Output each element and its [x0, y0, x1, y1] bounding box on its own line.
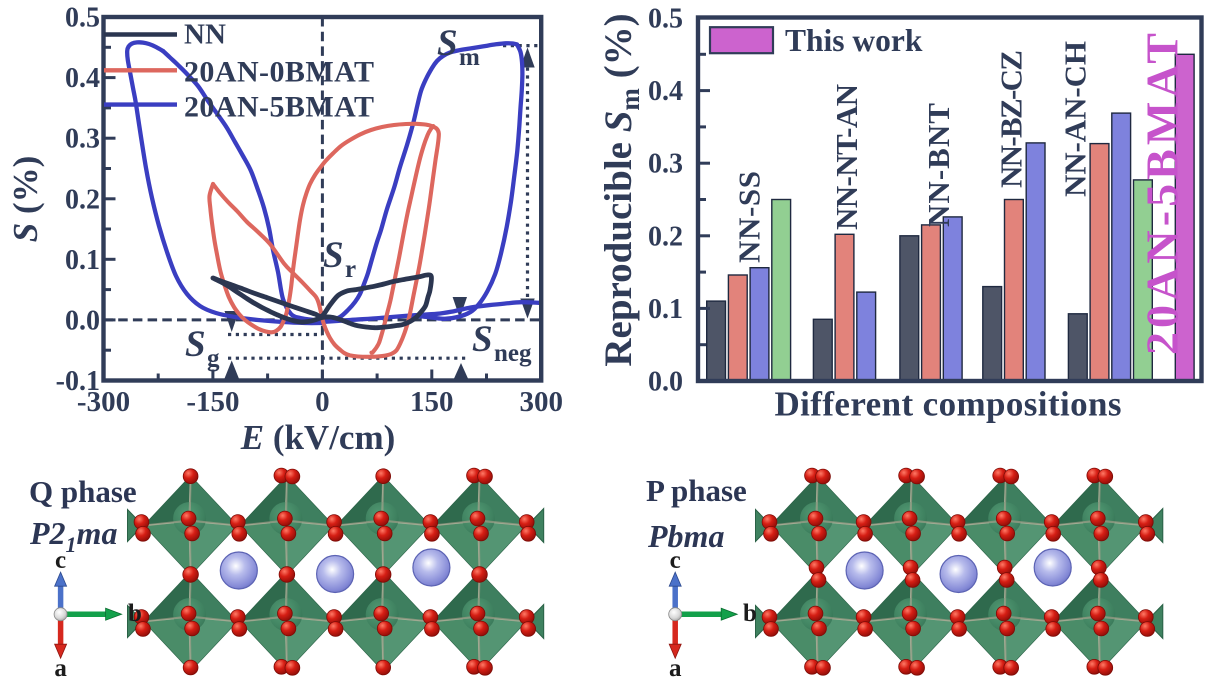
svg-text:S: S	[472, 319, 493, 360]
svg-text:Pbma: Pbma	[647, 518, 724, 554]
svg-text:0.5: 0.5	[65, 3, 100, 34]
svg-text:c: c	[55, 547, 66, 574]
svg-text:Different compositions: Different compositions	[775, 385, 1122, 424]
svg-text:a: a	[669, 655, 682, 681]
svg-text:-300: -300	[77, 386, 130, 418]
svg-text:20AN-5BMAT: 20AN-5BMAT	[1137, 33, 1188, 355]
svg-text:P phase: P phase	[646, 473, 747, 508]
svg-text:S: S	[185, 324, 206, 365]
svg-text:0.1: 0.1	[648, 294, 683, 325]
svg-text:0.5: 0.5	[648, 4, 683, 35]
svg-text:This work: This work	[785, 23, 923, 58]
svg-text:0.1: 0.1	[65, 245, 100, 276]
svg-text:m: m	[459, 44, 480, 71]
svg-text:NN: NN	[184, 19, 226, 51]
svg-text:NN-AN-CH: NN-AN-CH	[1058, 41, 1093, 197]
svg-text:NN-SS: NN-SS	[732, 171, 767, 263]
svg-text:20AN-0BMAT: 20AN-0BMAT	[184, 56, 374, 89]
svg-text:0.2: 0.2	[648, 221, 683, 252]
svg-text:-0.1: -0.1	[56, 366, 100, 397]
svg-text:Reproducible Sm (%): Reproducible Sm (%)	[597, 13, 645, 366]
svg-text:0.3: 0.3	[648, 149, 683, 180]
svg-text:S: S	[437, 23, 458, 64]
svg-text:g: g	[207, 345, 220, 372]
svg-text:150: 150	[410, 386, 454, 418]
svg-text:c: c	[670, 547, 681, 574]
svg-text:S (%): S (%)	[6, 156, 45, 243]
svg-text:0.0: 0.0	[65, 305, 100, 336]
svg-text:Q phase: Q phase	[29, 474, 137, 509]
svg-text:r: r	[345, 256, 356, 283]
svg-text:b: b	[128, 600, 142, 627]
svg-text:0.0: 0.0	[648, 367, 683, 398]
svg-text:-150: -150	[186, 386, 239, 418]
svg-text:NN-NT-AN: NN-NT-AN	[829, 84, 864, 230]
svg-text:neg: neg	[494, 340, 532, 367]
svg-text:0.4: 0.4	[65, 63, 100, 94]
svg-text:0: 0	[315, 386, 330, 418]
svg-text:a: a	[54, 655, 67, 681]
svg-text:20AN-5BMAT: 20AN-5BMAT	[184, 91, 374, 124]
svg-text:0.3: 0.3	[65, 124, 100, 155]
svg-text:300: 300	[519, 386, 563, 418]
svg-text:S: S	[323, 235, 344, 276]
svg-text:0.4: 0.4	[648, 76, 683, 107]
svg-text:NN-BZ-CZ: NN-BZ-CZ	[994, 50, 1029, 188]
svg-text:NN-BNT: NN-BNT	[921, 103, 956, 227]
svg-text:0.2: 0.2	[65, 184, 100, 215]
svg-text:b: b	[743, 600, 757, 627]
svg-text:E (kV/cm): E (kV/cm)	[240, 418, 396, 457]
